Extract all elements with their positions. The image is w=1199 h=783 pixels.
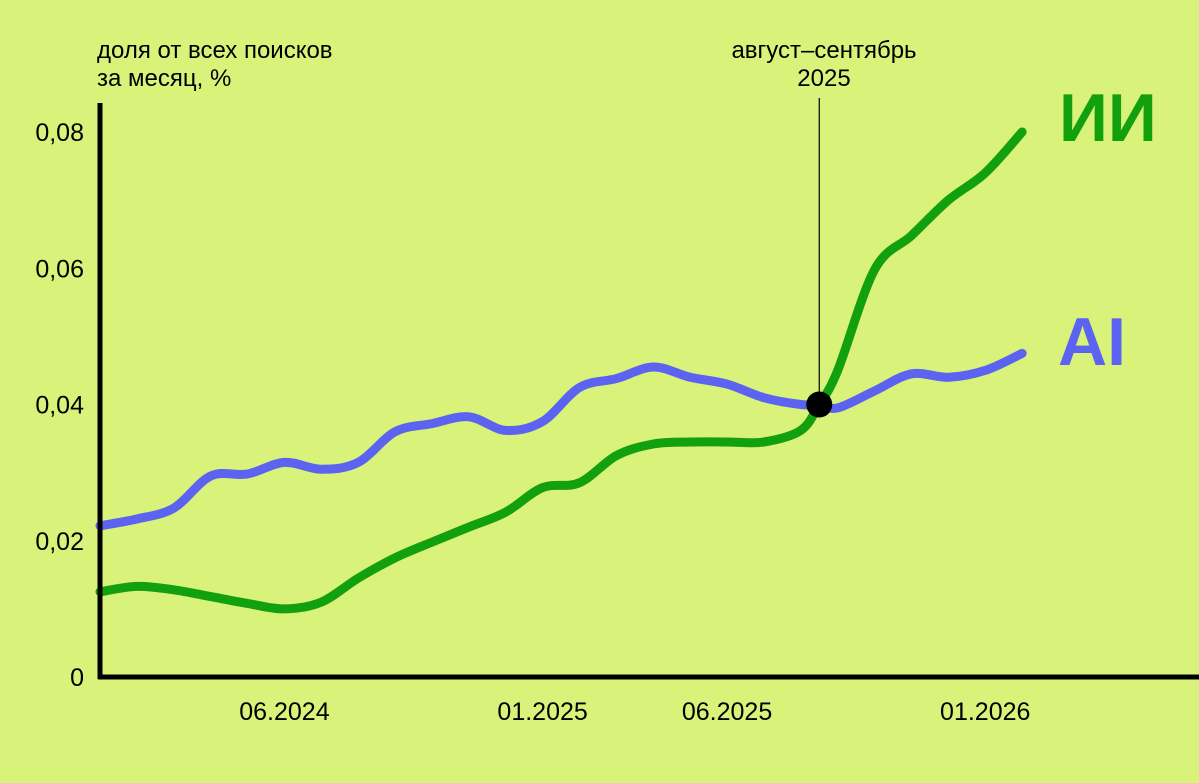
y-tick-label: 0,06 [35, 255, 84, 283]
y-tick-label: 0 [70, 664, 84, 692]
x-tick-label: 06.2024 [239, 698, 329, 726]
y-tick-label: 0,08 [35, 119, 84, 147]
series-label-ii: ИИ [1059, 80, 1157, 156]
y-axis-title-line2: за месяц, % [97, 65, 231, 92]
annotation-label-line1: август–сентябрь [731, 37, 916, 64]
series-line-ai [95, 348, 1027, 531]
series-line-ii [95, 127, 1027, 614]
x-tick-label: 01.2026 [940, 698, 1030, 726]
x-tick-label: 06.2025 [682, 698, 772, 726]
y-axis-title-line1: доля от всех поисков [97, 37, 333, 64]
intersection-marker [806, 391, 833, 418]
annotation-label-line2: 2025 [797, 65, 850, 92]
y-axis-ticks: 0 0,02 0,04 0,06 0,08 [35, 119, 84, 692]
y-tick-label: 0,02 [35, 528, 84, 556]
x-tick-label: 01.2025 [497, 698, 587, 726]
series-label-ai: AI [1058, 304, 1126, 380]
x-axis-ticks: 06.2024 01.2025 06.2025 01.2026 [239, 698, 1030, 726]
y-tick-label: 0,04 [35, 392, 84, 420]
